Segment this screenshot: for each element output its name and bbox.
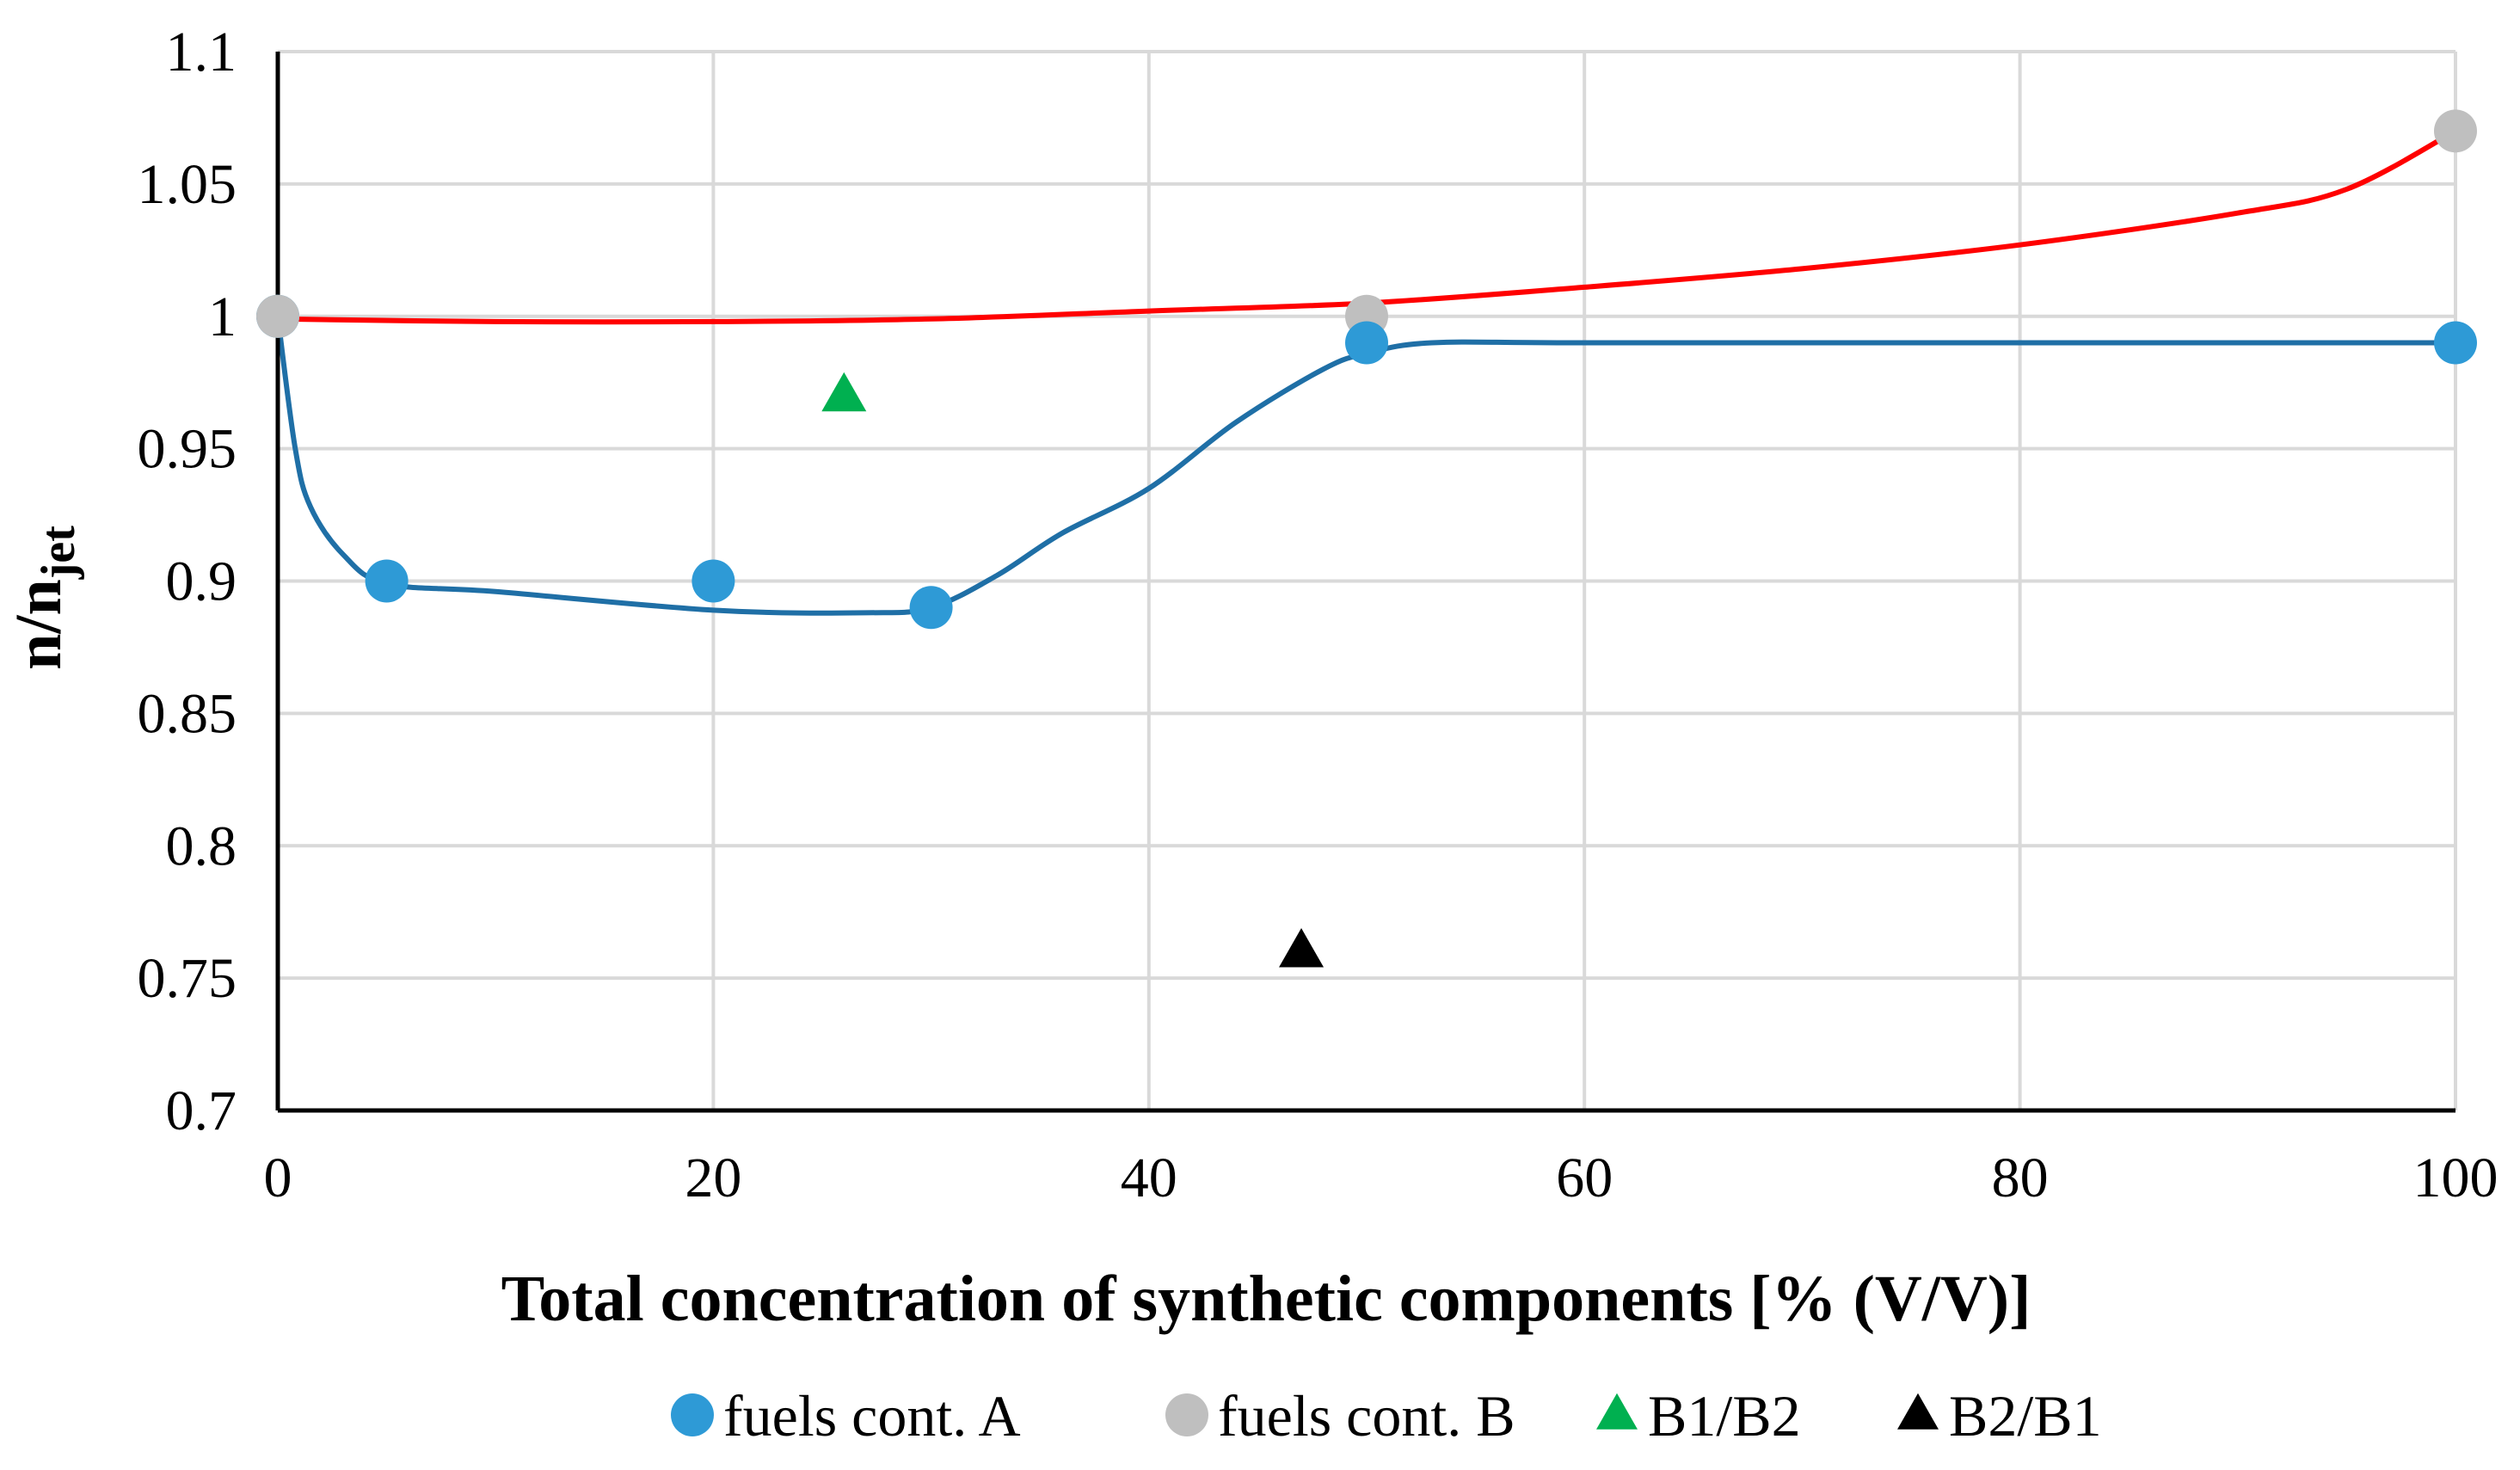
tick-labels: 0.7 0.75 0.8 0.85 0.9 0.95 1 1.05 1.1 0 20 40 60 80 10… [138, 21, 2498, 1209]
legend-item-3: B1/B2 [1596, 1383, 1801, 1448]
y-tick-label: 0.7 [166, 1079, 237, 1142]
y-tick-label: 1 [208, 286, 237, 348]
trendline-series-2 [277, 128, 2457, 325]
y-tick-label: 0.8 [166, 815, 237, 877]
y-tick-label: 1.1 [166, 21, 237, 83]
legend-label-3: B1/B2 [1648, 1383, 1801, 1448]
legend-label-4: B2/B1 [1949, 1383, 2102, 1448]
data-point-series-1 [365, 559, 409, 603]
legend-item-4: B2/B1 [1897, 1383, 2102, 1448]
data-point-series-4 [1279, 928, 1325, 968]
y-axis-title: n/njet [3, 526, 85, 670]
legend-item-1: fuels cont. A [671, 1383, 1021, 1448]
data-point-series-3 [821, 372, 867, 412]
legend-marker-3 [1596, 1393, 1638, 1430]
y-tick-label: 0.75 [138, 947, 237, 1010]
y-tick-label: 0.9 [166, 550, 237, 613]
data-point-series-1 [909, 586, 953, 630]
y-axis-title-subscript: jet [32, 526, 85, 581]
x-tick-label: 80 [1992, 1147, 2049, 1209]
x-tick-label: 20 [685, 1147, 741, 1209]
legend-label-1: fuels cont. A [723, 1383, 1021, 1448]
x-tick-label: 60 [1556, 1147, 1613, 1209]
legend-marker-1 [671, 1393, 714, 1436]
y-tick-label: 0.95 [138, 418, 237, 481]
x-tick-label: 100 [2413, 1147, 2498, 1209]
data-point-series-1 [1345, 321, 1388, 365]
y-tick-label: 0.85 [138, 682, 237, 745]
legend-label-2: fuels cont. B [1218, 1383, 1515, 1448]
data-point-series-2 [256, 294, 299, 338]
y-axis-title-main: n/n [3, 579, 75, 670]
axes [275, 52, 2455, 1113]
x-axis-title: Total concentration of synthetic compone… [501, 1263, 2031, 1335]
legend-item-2: fuels cont. B [1165, 1383, 1515, 1448]
x-tick-label: 40 [1121, 1147, 1177, 1209]
data-points [256, 109, 2477, 968]
data-point-series-1 [2434, 321, 2477, 365]
trendlines [275, 128, 2457, 616]
legend: fuels cont. A fuels cont. B B1/B2 B2/B1 [671, 1383, 2102, 1448]
x-tick-label: 0 [264, 1147, 292, 1209]
data-point-series-1 [691, 559, 735, 603]
trendline-series-1 [275, 316, 2455, 616]
legend-marker-4 [1897, 1393, 1939, 1430]
data-point-series-2 [2434, 109, 2477, 153]
y-tick-label: 1.05 [138, 153, 237, 216]
legend-marker-2 [1165, 1393, 1208, 1436]
